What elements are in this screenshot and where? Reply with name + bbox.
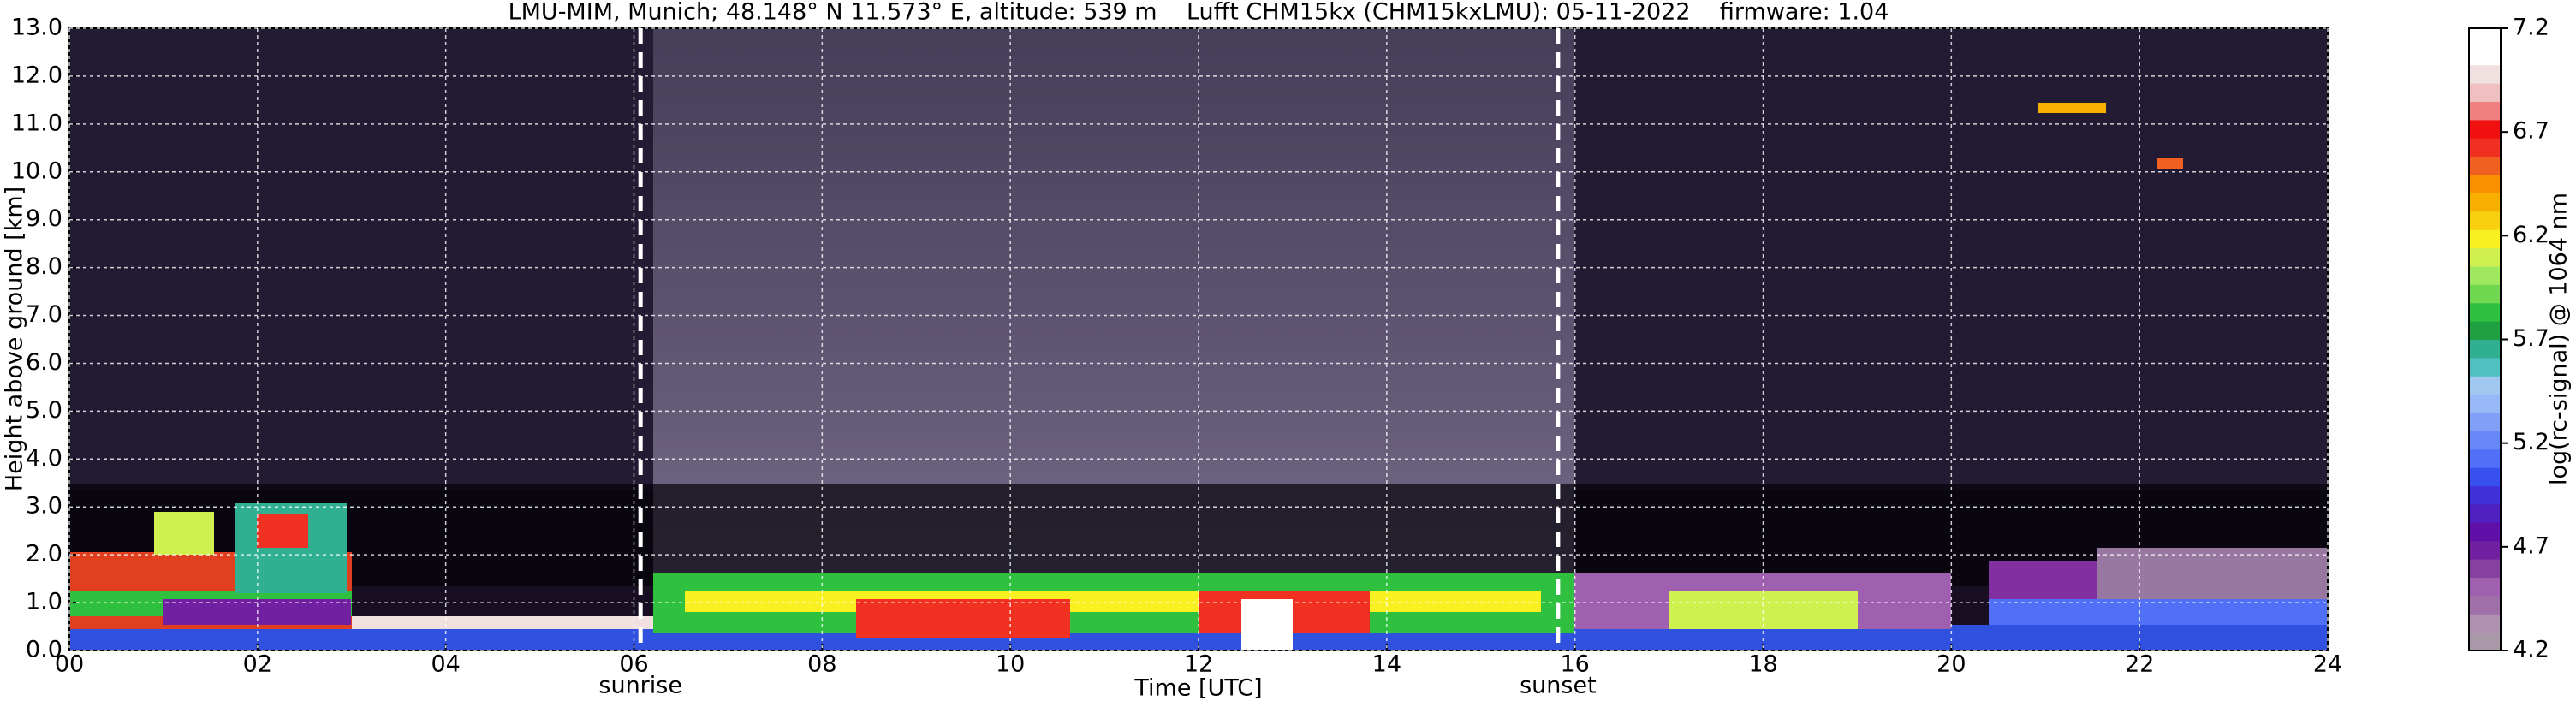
- colorbar-segment: [2469, 449, 2501, 468]
- y-axis-label: Height above ground [km]: [2, 187, 28, 491]
- colorbar-segment: [2469, 46, 2501, 66]
- colorbar-label: log(rc-signal) @ 1064 nm: [2546, 193, 2573, 485]
- annotation: sunrise: [598, 673, 682, 699]
- colorbar-segment: [2469, 431, 2501, 450]
- y-tick-label: 11.0: [11, 110, 62, 136]
- y-tick-label: 3.0: [26, 493, 62, 520]
- colorbar-segment: [2469, 632, 2501, 651]
- colorbar-segment: [2469, 302, 2501, 322]
- x-tick-label: 00: [55, 651, 84, 678]
- colorbar-tick-label: 4.7: [2513, 532, 2549, 559]
- y-tick-label: 2.0: [26, 541, 62, 567]
- heatmap-band: [2038, 103, 2106, 113]
- x-tick-label: 14: [1372, 651, 1401, 678]
- heatmap-band: [685, 591, 1541, 612]
- colorbar-tick-label: 7.2: [2513, 15, 2549, 41]
- x-tick-label: 02: [243, 651, 272, 678]
- colorbar-segment: [2469, 522, 2501, 542]
- colorbar-tick-label: 5.2: [2513, 429, 2549, 455]
- colorbar-segment: [2469, 247, 2501, 267]
- x-axis-label: Time [UTC]: [1133, 675, 1262, 702]
- y-tick-label: 6.0: [26, 349, 62, 376]
- heatmap-band: [352, 616, 653, 629]
- colorbar-tick-label: 5.7: [2513, 325, 2549, 352]
- colorbar-segment: [2469, 83, 2501, 103]
- y-tick-label: 4.0: [26, 445, 62, 472]
- heatmap-band: [257, 514, 308, 548]
- colorbar-segment: [2469, 64, 2501, 84]
- y-tick-label: 1.0: [26, 589, 62, 615]
- colorbar-segment: [2469, 211, 2501, 230]
- colorbar-segment: [2469, 376, 2501, 395]
- colorbar-segment: [2469, 156, 2501, 175]
- colorbar-segment: [2469, 28, 2501, 47]
- heatmap-band: [1241, 599, 1293, 651]
- colorbar-segment: [2469, 413, 2501, 431]
- colorbar-segment: [2469, 357, 2501, 377]
- y-tick-label: 0.0: [26, 637, 62, 663]
- colorbar-segment: [2469, 559, 2501, 578]
- x-tick-label: 04: [431, 651, 460, 678]
- colorbar-segment: [2469, 101, 2501, 121]
- y-tick-label: 9.0: [26, 205, 62, 232]
- y-tick-label: 7.0: [26, 301, 62, 328]
- y-tick-label: 12.0: [11, 62, 62, 88]
- colorbar-segment: [2469, 175, 2501, 193]
- colorbar-segment: [2469, 265, 2501, 285]
- colorbar-tick-label: 6.2: [2513, 222, 2549, 248]
- heatmap-band: [856, 599, 1070, 638]
- colorbar-segment: [2469, 540, 2501, 560]
- x-tick-label: 08: [807, 651, 836, 678]
- colorbar-tick-label: 6.7: [2513, 118, 2549, 145]
- colorbar-segment: [2469, 321, 2501, 340]
- chart-title: LMU-MIM, Munich; 48.148° N 11.573° E, al…: [509, 0, 1889, 26]
- y-tick-label: 8.0: [26, 253, 62, 280]
- heatmap-band: [2097, 548, 2328, 599]
- colorbar-segment: [2469, 394, 2501, 413]
- colorbar-segment: [2469, 193, 2501, 212]
- heatmap-band: [2157, 158, 2183, 169]
- y-tick-label: 13.0: [11, 15, 62, 41]
- heatmap-band: [154, 512, 214, 555]
- x-tick-label: 16: [1560, 651, 1589, 678]
- x-tick-label: 06: [619, 651, 648, 678]
- heatmap-band: [1669, 591, 1858, 629]
- colorbar-segment: [2469, 595, 2501, 615]
- x-tick-label: 12: [1184, 651, 1213, 678]
- heatmap-band: [1989, 599, 2328, 625]
- x-tick-label: 18: [1748, 651, 1777, 678]
- x-tick-label: 24: [2313, 651, 2342, 678]
- colorbar-segment: [2469, 138, 2501, 157]
- colorbar-segment: [2469, 467, 2501, 487]
- colorbar-segment: [2469, 339, 2501, 359]
- colorbar-segment: [2469, 485, 2501, 505]
- x-tick-label: 20: [1936, 651, 1966, 678]
- heatmap-band: [163, 599, 351, 625]
- colorbar-segment: [2469, 503, 2501, 523]
- colorbar-segment: [2469, 229, 2501, 249]
- colorbar-segment: [2469, 614, 2501, 633]
- y-tick-label: 5.0: [26, 397, 62, 424]
- colorbar-segment: [2469, 284, 2501, 304]
- annotation: sunset: [1520, 673, 1597, 699]
- x-tick-label: 22: [2125, 651, 2154, 678]
- y-tick-label: 10.0: [11, 157, 62, 184]
- colorbar-tick-label: 4.2: [2513, 637, 2549, 663]
- colorbar-segment: [2469, 577, 2501, 597]
- x-tick-label: 10: [996, 651, 1025, 678]
- colorbar-segment: [2469, 119, 2501, 139]
